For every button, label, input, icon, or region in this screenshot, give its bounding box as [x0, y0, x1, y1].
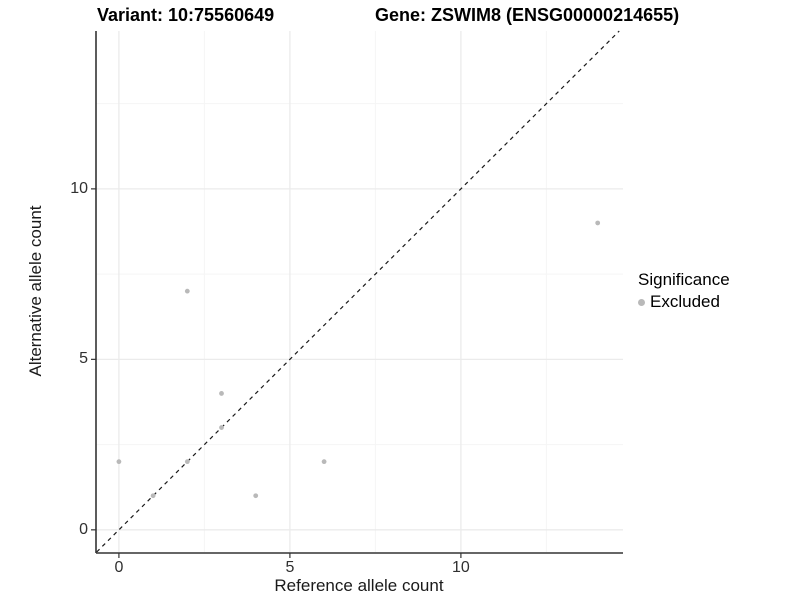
x-tick-label: 0: [114, 559, 124, 576]
legend: Significance Excluded: [638, 270, 730, 312]
x-axis-title: Reference allele count: [274, 576, 444, 595]
variant-title: Variant: 10:75560649: [97, 5, 275, 25]
data-point: [253, 493, 259, 499]
legend-item: Excluded: [638, 292, 730, 312]
legend-items: Excluded: [638, 292, 730, 312]
legend-item-label: Excluded: [650, 292, 720, 311]
data-point: [219, 425, 224, 430]
data-point: [595, 220, 601, 226]
data-point: [321, 459, 327, 465]
identity-dashed-line: [96, 30, 620, 553]
y-tick-label: 0: [79, 520, 88, 538]
y-tick-label: 10: [70, 179, 88, 197]
data-point: [116, 459, 122, 465]
data-point: [184, 459, 190, 465]
y-tick-label: 5: [79, 350, 88, 368]
data-point: [184, 288, 190, 294]
x-tick-label: 5: [285, 559, 295, 576]
gene-title: Gene: ZSWIM8 (ENSG00000214655): [375, 5, 680, 25]
data-point: [150, 493, 156, 499]
legend-title: Significance: [638, 270, 730, 289]
legend-point-icon: [638, 298, 645, 306]
data-point: [219, 391, 224, 396]
y-axis-title: Alternative allele count: [26, 205, 45, 377]
x-tick-label: 10: [451, 559, 470, 576]
